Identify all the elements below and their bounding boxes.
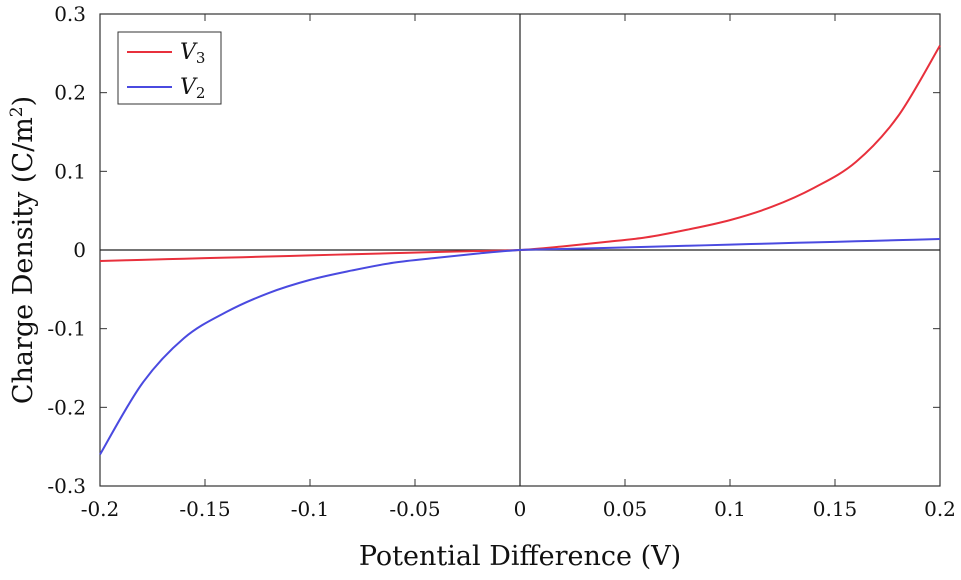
- y-axis-title-sup: 2: [7, 106, 27, 117]
- x-tick-label: 0: [514, 497, 527, 521]
- y-tick-labels: 0.3 0.2 0.1 0 -0.1 -0.2 -0.3: [47, 2, 86, 498]
- x-tick-label: -0.2: [81, 497, 120, 521]
- legend-label-v3: V3: [180, 40, 205, 67]
- legend-label-v2: V2: [180, 75, 205, 102]
- legend-box: [117, 31, 222, 105]
- x-tick-label: 0.1: [714, 497, 746, 521]
- x-tick-label: -0.1: [291, 497, 330, 521]
- y-tick-label: -0.2: [47, 395, 86, 419]
- x-axis-title: Potential Difference (V): [359, 541, 681, 572]
- y-axis-title-close: ): [8, 96, 39, 107]
- y-tick-label: 0.3: [54, 2, 86, 26]
- x-tick-label: 0.2: [924, 497, 956, 521]
- x-tick-label: 0.05: [603, 497, 648, 521]
- y-tick-label: -0.3: [47, 474, 86, 498]
- y-tick-label: 0.1: [54, 159, 86, 183]
- x-tick-label: -0.05: [389, 497, 440, 521]
- series-layer: [99, 44, 941, 456]
- x-tick-labels: -0.2 -0.15 -0.1 -0.05 0 0.05 0.1 0.15 0.2: [81, 497, 956, 521]
- y-tick-label: 0.2: [54, 81, 86, 105]
- y-axis-title: Charge Density (C/m2): [7, 96, 39, 404]
- series-line-v2: [99, 237, 941, 456]
- y-tick-label: -0.1: [47, 317, 86, 341]
- x-tick-label: -0.15: [179, 497, 230, 521]
- y-tick-label: 0: [73, 238, 86, 262]
- x-tick-label: 0.15: [813, 497, 858, 521]
- y-axis-title-main: Charge Density (C/m: [8, 117, 39, 404]
- legend: V3 V2: [117, 31, 222, 105]
